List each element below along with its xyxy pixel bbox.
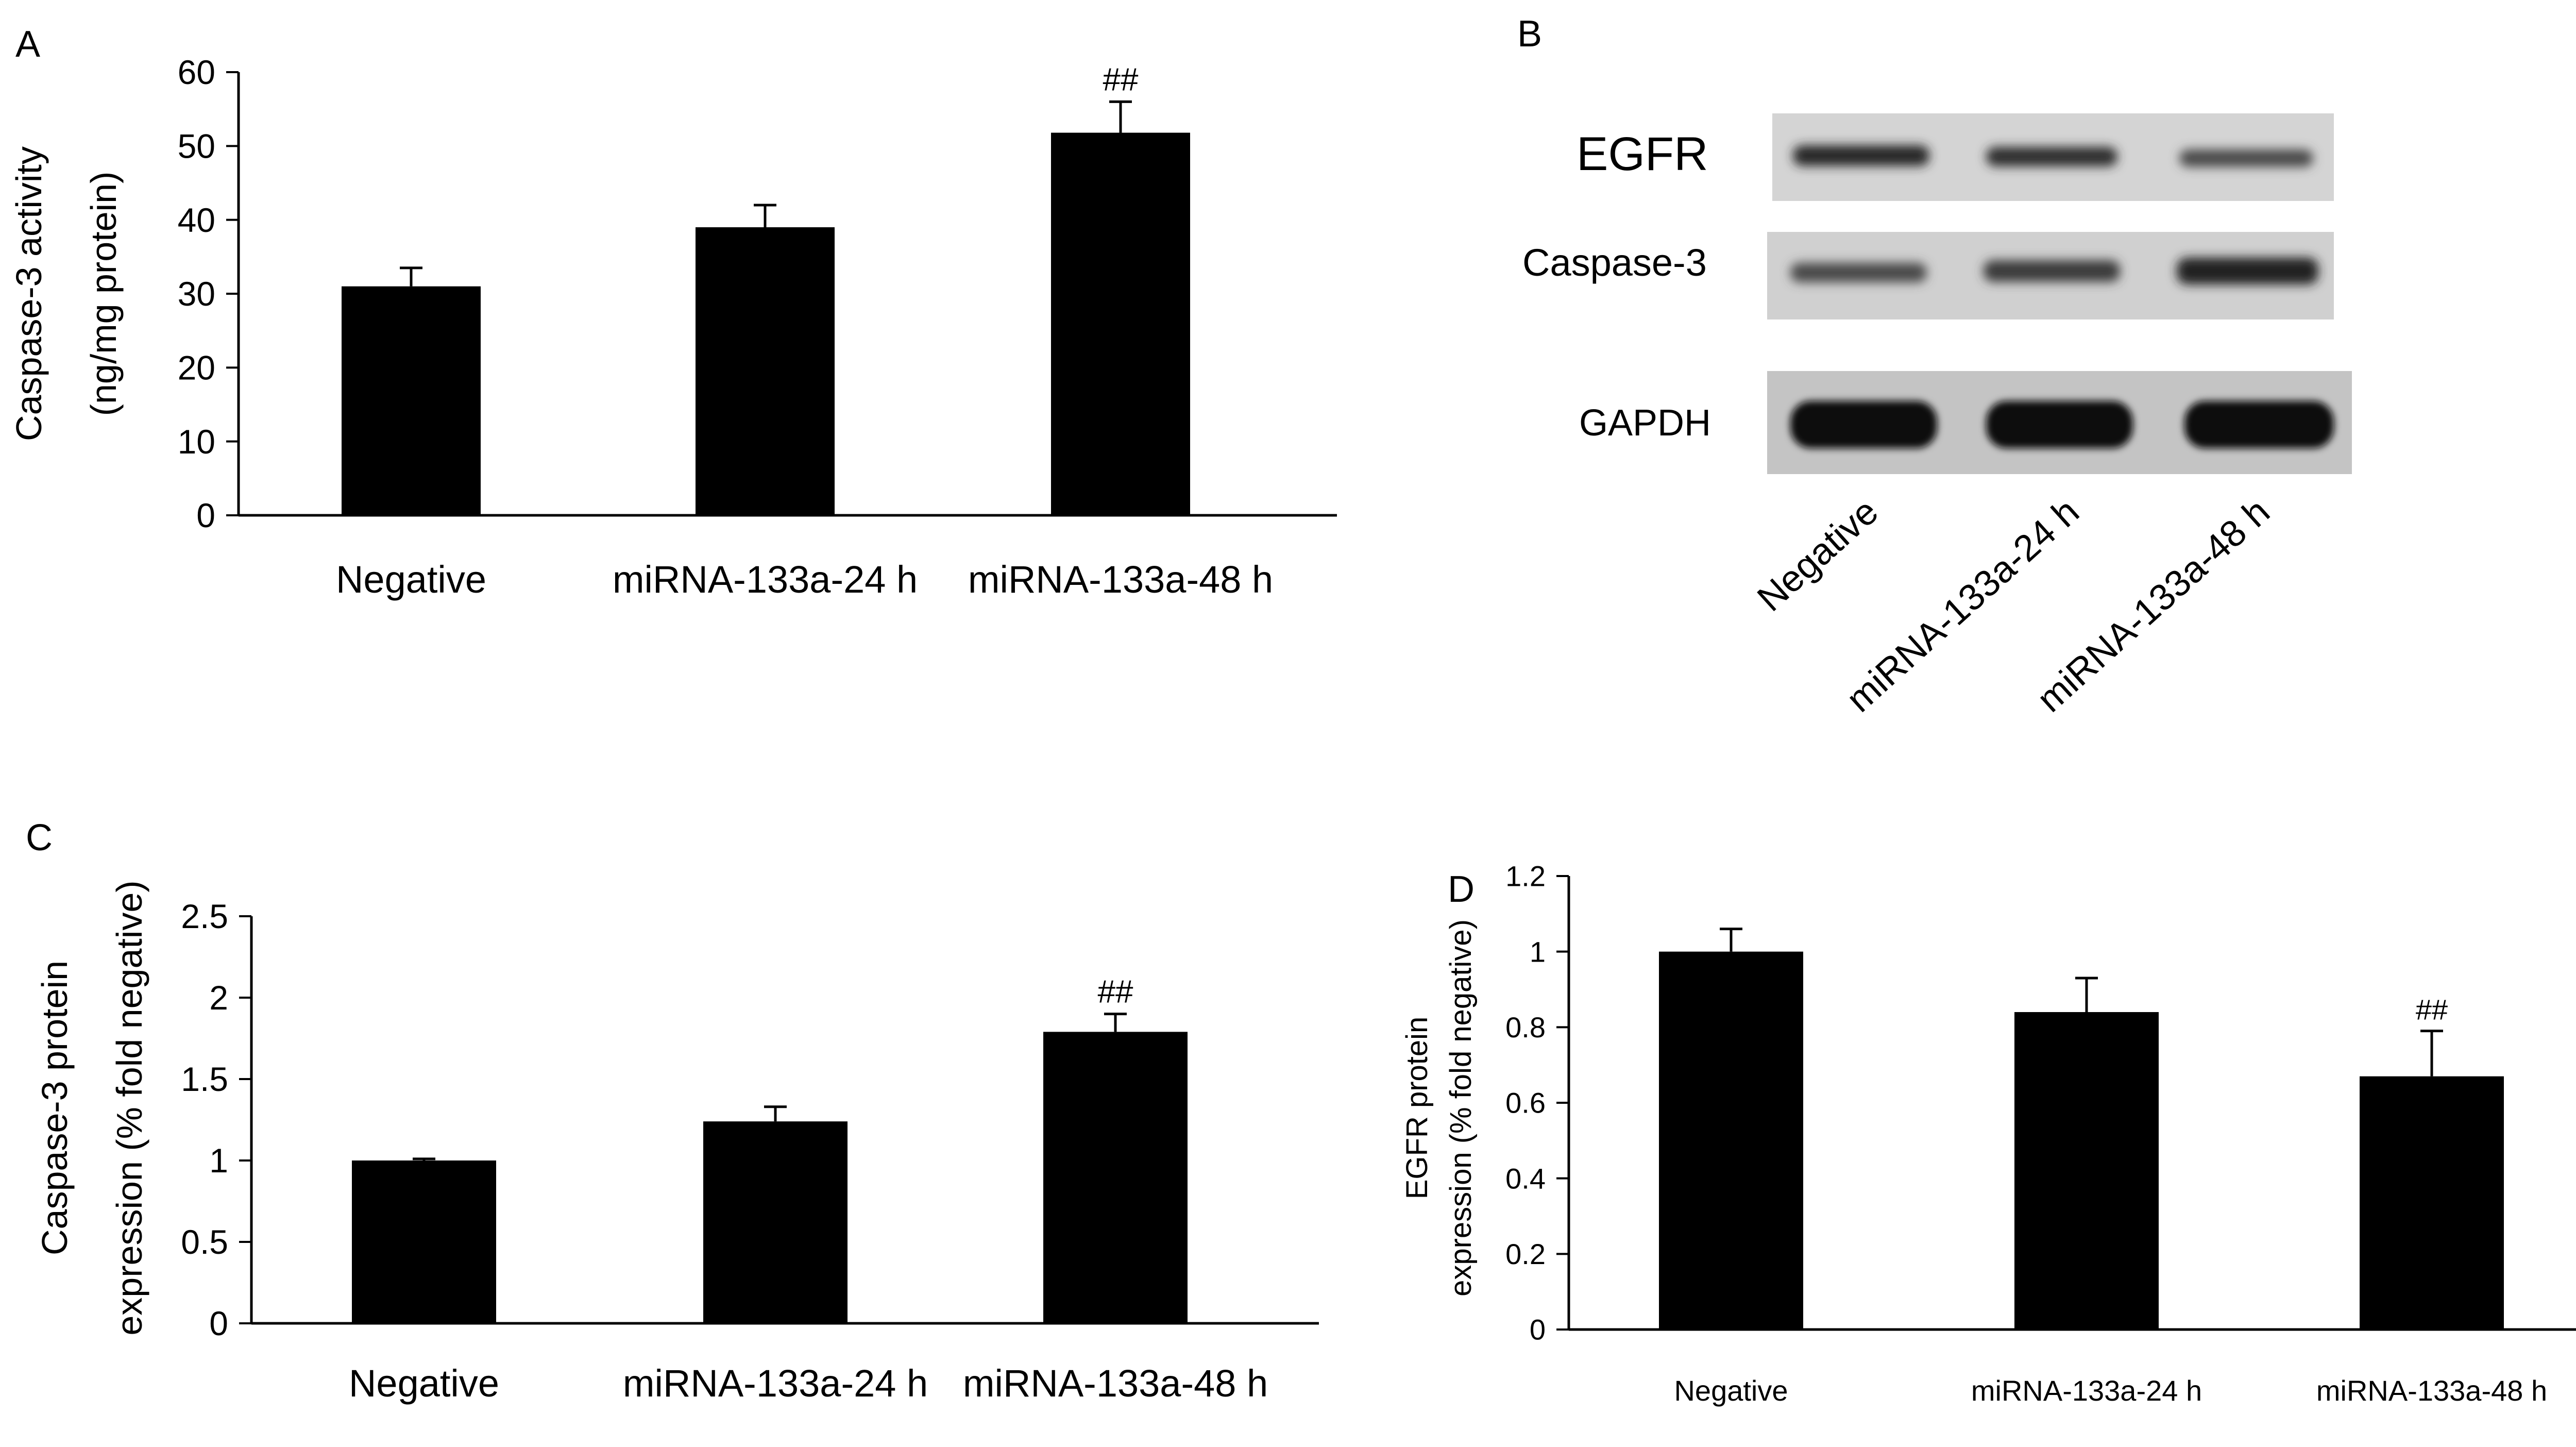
chart-c-caspase3-expression: 0 0.5 1 1.5 2 2.5 Caspase-3 protein expression …	[35, 880, 1319, 1405]
blot-label-egfr: EGFR	[1577, 128, 1708, 180]
chart-d-category-label: miRNA-133a-48 h	[2316, 1374, 2547, 1407]
chart-a-ytick-label: 0	[196, 496, 215, 534]
chart-a-bar	[342, 286, 481, 515]
chart-a-ytick-label: 30	[178, 275, 215, 313]
chart-c-ylabel-line: Caspase-3 protein	[35, 961, 75, 1255]
band-gapdh-24h	[1986, 401, 2133, 448]
chart-c-category-label: miRNA-133a-48 h	[963, 1362, 1268, 1405]
chart-a-caspase3-activity: 0 10 20 30 40 50 60 Caspase-3 activity (ng/mg pr…	[9, 53, 1337, 601]
chart-a-ytick-label: 50	[178, 127, 215, 165]
chart-d-significance-mark: ##	[2416, 994, 2448, 1026]
chart-c-bar	[703, 1121, 848, 1323]
chart-d-ytick-label: 0.8	[1505, 1011, 1546, 1044]
band-caspase3-48h	[2177, 258, 2318, 284]
chart-d-ytick-label: 0.2	[1505, 1238, 1546, 1270]
blot-bands-egfr	[1793, 145, 2313, 167]
blot-label-caspase3: Caspase-3	[1522, 241, 1707, 284]
chart-d-ytick-label: 0	[1530, 1314, 1546, 1346]
panel-letter-d: D	[1448, 869, 1475, 910]
chart-c-ytick-label: 0	[209, 1304, 228, 1342]
chart-d-bar	[2014, 1012, 2159, 1330]
chart-d-bar	[1659, 951, 1803, 1330]
chart-c-significance-mark: ##	[1098, 974, 1133, 1010]
chart-d-category-label: Negative	[1674, 1374, 1788, 1407]
western-blot-panel: EGFR Caspase-3 GAPDH Negative miRNA-133a…	[1522, 113, 2352, 720]
band-caspase3-24h	[1984, 260, 2120, 282]
chart-c-ytick-label: 0.5	[181, 1223, 228, 1261]
panel-letter-c: C	[26, 817, 53, 859]
chart-c-bar	[1043, 1032, 1188, 1323]
chart-c-ylabel-line: expression (% fold negative)	[109, 880, 149, 1335]
chart-a-bar	[696, 227, 835, 515]
chart-c-category-label: Negative	[349, 1362, 499, 1405]
chart-c-ytick-label: 2	[209, 979, 228, 1017]
chart-d-bar	[2360, 1076, 2504, 1330]
chart-a-category-label: miRNA-133a-24 h	[613, 558, 918, 601]
chart-d-ytick-label: 0.6	[1505, 1087, 1546, 1119]
chart-d-ylabel-line: EGFR protein	[1400, 1017, 1434, 1200]
chart-d-ytick-label: 0.4	[1505, 1162, 1546, 1194]
blot-bands-gapdh	[1790, 401, 2334, 448]
chart-a-ytick-label: 60	[178, 53, 215, 91]
blot-label-gapdh: GAPDH	[1579, 402, 1711, 444]
chart-d-category-label: miRNA-133a-24 h	[1971, 1374, 2202, 1407]
band-gapdh-48h	[2184, 401, 2334, 448]
blot-bands-caspase3	[1790, 258, 2318, 284]
band-egfr-48h	[2179, 149, 2313, 167]
chart-d-ylabel-line: expression (% fold negative)	[1444, 919, 1478, 1297]
chart-a-ylabel-line: Caspase-3 activity	[9, 146, 49, 441]
panel-letter-b: B	[1517, 13, 1542, 55]
band-egfr-24h	[1986, 147, 2117, 166]
band-egfr-negative	[1793, 145, 1929, 166]
chart-a-significance-mark: ##	[1103, 62, 1139, 97]
band-gapdh-negative	[1790, 401, 1937, 448]
chart-c-ytick-label: 1	[209, 1141, 228, 1180]
chart-a-ytick-label: 10	[178, 423, 215, 461]
chart-c-ytick-label: 2.5	[181, 897, 228, 935]
panel-letter-a: A	[15, 24, 40, 65]
chart-d-ytick-label: 1.2	[1505, 860, 1546, 893]
chart-d-egfr-expression: 0 0.2 0.4 0.6 0.8 1 1.2 EGFR protein expression …	[1400, 860, 2576, 1407]
chart-a-ytick-label: 20	[178, 348, 215, 386]
band-caspase3-negative	[1790, 263, 1927, 282]
chart-c-bar	[352, 1160, 496, 1323]
chart-c-ytick-label: 1.5	[181, 1060, 228, 1098]
chart-c-category-label: miRNA-133a-24 h	[623, 1362, 928, 1405]
chart-d-ytick-label: 1	[1530, 935, 1546, 968]
chart-a-ytick-label: 40	[178, 201, 215, 239]
lane-label-negative: Negative	[1750, 491, 1886, 619]
chart-a-category-label: miRNA-133a-48 h	[968, 558, 1273, 601]
chart-a-category-label: Negative	[336, 558, 486, 601]
chart-a-bar	[1051, 132, 1190, 515]
chart-a-ylabel-line: (ng/mg protein)	[83, 172, 124, 416]
